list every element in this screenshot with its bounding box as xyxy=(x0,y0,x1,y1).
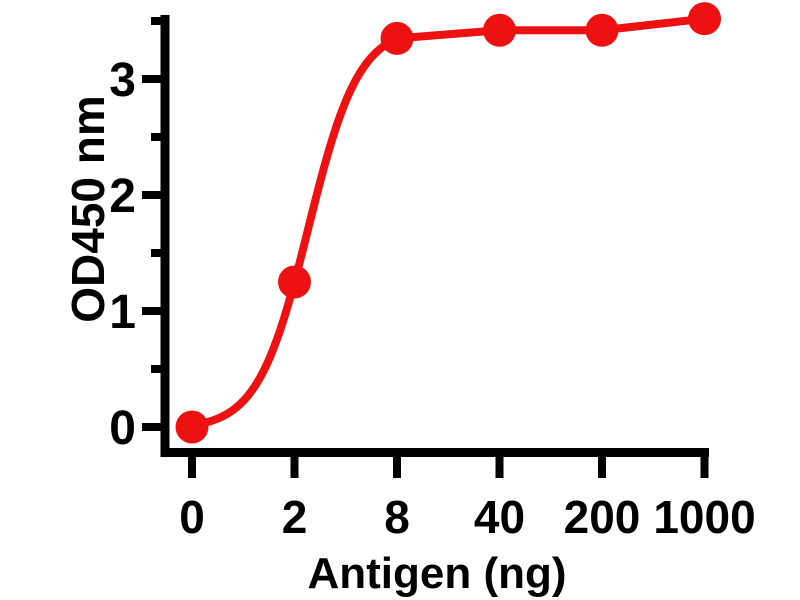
x-tick-label: 0 xyxy=(179,491,205,543)
data-point-marker xyxy=(688,2,721,36)
data-point-marker xyxy=(483,13,516,47)
x-axis-title: Antigen (ng) xyxy=(307,549,566,598)
data-series xyxy=(175,2,721,444)
data-point-marker xyxy=(380,21,414,55)
data-point-marker xyxy=(175,410,209,444)
y-tick-label: 1 xyxy=(109,286,136,339)
x-tick-label: 2 xyxy=(282,491,308,543)
y-axis-title: OD450 nm xyxy=(62,95,114,323)
data-point-marker xyxy=(585,13,619,47)
axes: 0 1 2 3 0 2 8 40 200 1000 xyxy=(109,15,756,543)
x-tick-label: 200 xyxy=(564,491,641,543)
y-tick-label: 0 xyxy=(109,402,136,455)
y-tick-label: 2 xyxy=(109,170,136,223)
y-tick-label: 3 xyxy=(109,54,136,107)
x-tick-label: 8 xyxy=(384,491,410,543)
data-point-marker xyxy=(278,265,311,299)
fit-curve xyxy=(188,14,709,430)
x-tick-label: 40 xyxy=(474,491,525,543)
x-tick-label: 1000 xyxy=(653,491,755,543)
